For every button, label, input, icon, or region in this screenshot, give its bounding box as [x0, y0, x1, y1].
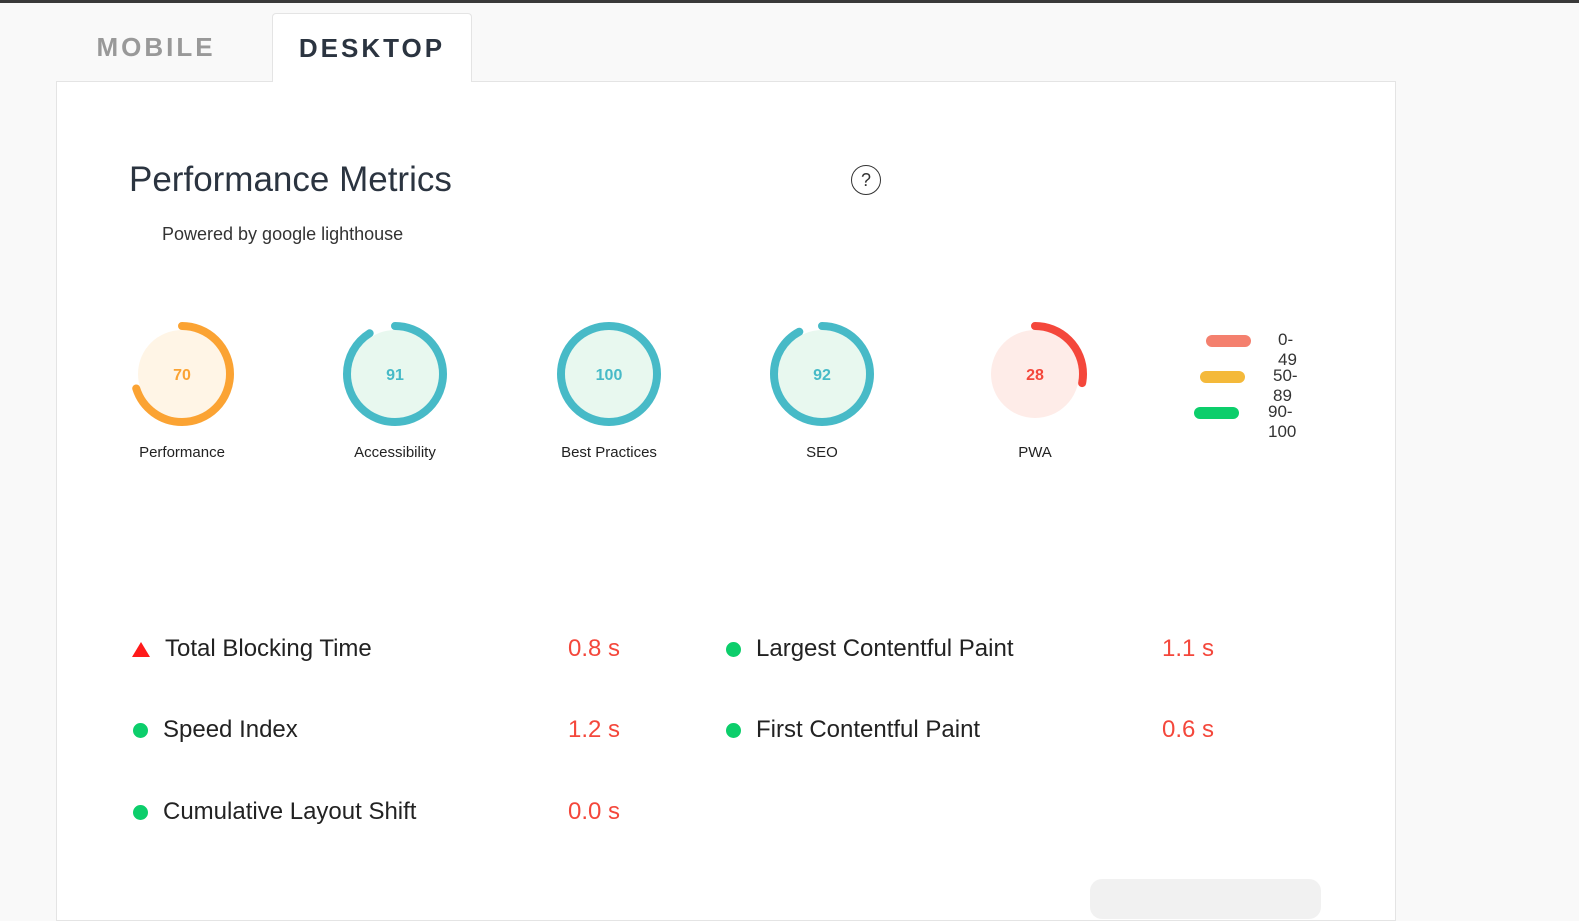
metric-largest-contentful-paint: Largest Contentful Paint: [726, 635, 1014, 663]
gauge-arc: [343, 322, 447, 426]
pass-dot-icon: [133, 804, 148, 820]
gauge-pwa: 28 PWA: [975, 318, 1095, 461]
legend-swatch: [1194, 407, 1239, 419]
gauge-arc: [770, 322, 874, 426]
legend-label: 50-89: [1273, 366, 1298, 405]
gauge-score: 28: [1026, 367, 1044, 384]
gauge-accessibility: 91 Accessibility: [335, 318, 455, 461]
gauge-fill: [778, 330, 866, 418]
gauge-fill: [351, 330, 439, 418]
metric-cumulative-layout-shift: Cumulative Layout Shift: [133, 798, 416, 826]
legend-swatch: [1206, 335, 1251, 347]
metric-total-blocking-time: Total Blocking Time: [132, 635, 372, 663]
gauge-best-practices: 100 Best Practices: [549, 318, 669, 461]
metric-label: Speed Index: [163, 716, 298, 743]
gauge-ring: 100: [557, 322, 661, 426]
gauge-fill: [565, 330, 653, 418]
metric-value: 0.8 s: [568, 635, 621, 662]
metric-label: Largest Contentful Paint: [756, 635, 1014, 662]
gauge-label: PWA: [1018, 444, 1052, 461]
metric-label: Total Blocking Time: [165, 635, 372, 662]
gauge-arc: [983, 322, 1087, 426]
gauge-score: 92: [813, 367, 831, 384]
gauge-score: 70: [173, 367, 191, 384]
tab-mobile[interactable]: MOBILE: [96, 32, 216, 62]
gauge-score: 100: [596, 367, 623, 384]
legend-label: 90-100: [1268, 402, 1297, 441]
metric-value: 1.1 s: [1162, 635, 1215, 662]
metric-first-contentful-paint: First Contentful Paint: [726, 716, 980, 744]
question-circle-icon[interactable]: ?: [851, 165, 881, 195]
legend-label: 0-49: [1278, 330, 1297, 369]
gauge-label: Performance: [139, 444, 225, 461]
gauge-ring: 70: [130, 322, 234, 426]
gauge-label: SEO: [806, 444, 838, 461]
metric-label: First Contentful Paint: [756, 716, 981, 743]
gauge-ring: 28: [983, 322, 1087, 426]
metric-label: Cumulative Layout Shift: [163, 798, 417, 825]
tab-desktop[interactable]: DESKTOP: [272, 13, 472, 82]
gauge-arc: [557, 322, 661, 426]
gauge-seo: 92 SEO: [762, 318, 882, 461]
page-title: Performance Metrics: [129, 160, 452, 199]
gauge-fill: [138, 330, 226, 418]
metric-speed-index: Speed Index: [133, 716, 298, 744]
gauge-ring: 92: [770, 322, 874, 426]
legend-swatch: [1200, 371, 1245, 383]
gauge-label: Accessibility: [354, 444, 436, 461]
metrics-card: Performance Metrics ? Powered by google …: [56, 81, 1396, 921]
warning-triangle-icon: [132, 641, 150, 657]
metric-value: 1.2 s: [568, 716, 621, 743]
gauge-label: Best Practices: [561, 444, 657, 461]
gauge-ring: 91: [343, 322, 447, 426]
metric-value: 0.6 s: [1162, 716, 1215, 743]
pass-dot-icon: [726, 641, 741, 657]
subtitle: Powered by google lighthouse: [162, 224, 404, 244]
pass-dot-icon: [726, 722, 741, 738]
pass-dot-icon: [133, 722, 148, 738]
gauge-score: 91: [386, 367, 404, 384]
gauge-arc: [130, 322, 234, 426]
action-button[interactable]: [1090, 879, 1321, 919]
gauge-performance: 70 Performance: [122, 318, 242, 461]
gauge-fill: [991, 330, 1079, 418]
metric-value: 0.0 s: [568, 798, 621, 825]
